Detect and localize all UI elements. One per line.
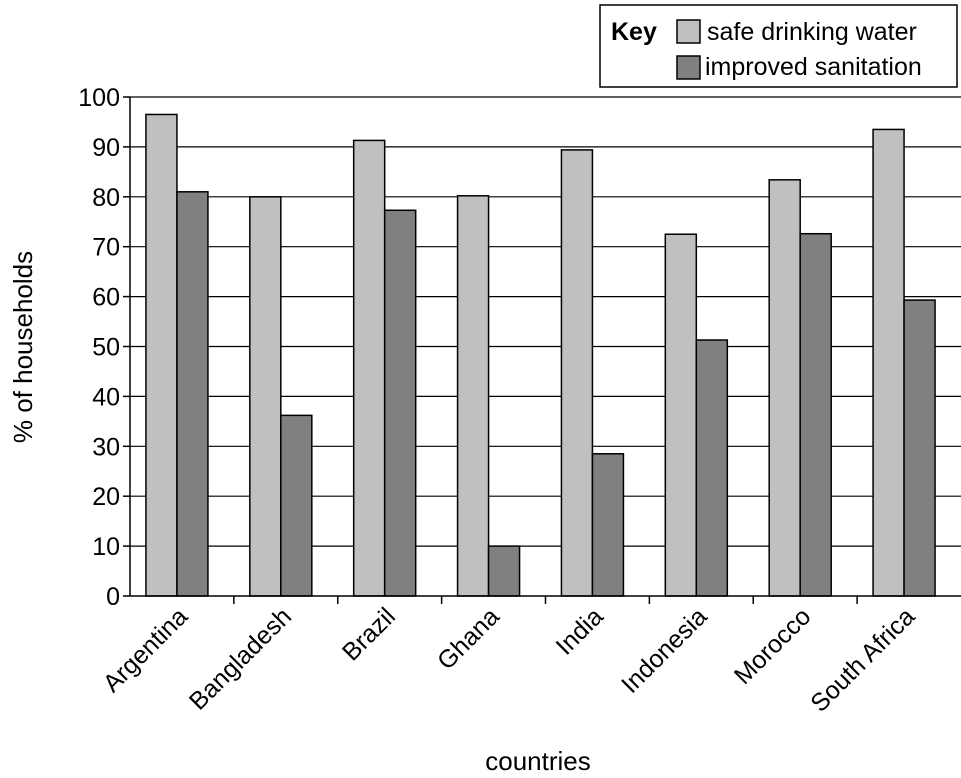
- bar-ghana-safe-drinking-water: [456, 195, 490, 597]
- y-tick-label-0: 0: [106, 583, 120, 611]
- legend: Key safe drinking water improved sanitat…: [599, 4, 958, 88]
- bars: [145, 113, 936, 597]
- legend-label-improved-sanitation: improved sanitation: [705, 53, 922, 81]
- y-tick-label-10: 10: [92, 533, 120, 561]
- legend-box: [599, 4, 958, 88]
- bar-morocco-improved-sanitation: [799, 232, 832, 597]
- y-tick-label-100: 100: [78, 84, 120, 112]
- bar-brazil-safe-drinking-water: [352, 139, 386, 597]
- bar-south-africa-safe-drinking-water: [872, 128, 905, 597]
- y-tick-label-20: 20: [92, 483, 120, 511]
- y-tick-label-40: 40: [92, 383, 120, 411]
- y-tick-label-50: 50: [92, 334, 120, 362]
- bar-morocco-safe-drinking-water: [768, 179, 801, 597]
- y-tick-label-70: 70: [92, 234, 120, 262]
- bar-brazil-improved-sanitation: [383, 209, 417, 597]
- bar-argentina-safe-drinking-water: [145, 113, 178, 597]
- x-tick-label-morocco: Morocco: [729, 602, 817, 690]
- y-tick-label-90: 90: [92, 134, 120, 162]
- y-tick-label-80: 80: [92, 184, 120, 212]
- bar-south-africa-improved-sanitation: [903, 299, 936, 597]
- axes: [123, 96, 961, 604]
- x-tick-label-argentina: Argentina: [98, 602, 194, 698]
- legend-swatch-safe-drinking-water: [676, 19, 701, 44]
- legend-label-safe-drinking-water: safe drinking water: [707, 18, 917, 46]
- bar-bangladesh-improved-sanitation: [280, 414, 313, 597]
- y-axis-title: % of households: [8, 251, 38, 443]
- bar-argentina-improved-sanitation: [176, 191, 209, 597]
- x-tick-label-india: India: [551, 602, 609, 660]
- legend-swatch-improved-sanitation: [676, 55, 701, 80]
- bar-ghana-improved-sanitation: [487, 545, 521, 597]
- x-tick-label-bangladesh: Bangladesh: [184, 602, 297, 715]
- bar-indonesia-improved-sanitation: [695, 339, 729, 597]
- bar-india-safe-drinking-water: [560, 149, 594, 597]
- y-tick-label-60: 60: [92, 284, 120, 312]
- y-tick-label-30: 30: [92, 433, 120, 461]
- x-tick-label-brazil: Brazil: [337, 602, 401, 666]
- bar-india-improved-sanitation: [591, 453, 625, 597]
- x-tick-label-south-africa: South Africa: [805, 602, 920, 717]
- bar-bangladesh-safe-drinking-water: [249, 196, 282, 597]
- bar-indonesia-safe-drinking-water: [664, 233, 698, 597]
- x-tick-label-indonesia: Indonesia: [616, 602, 713, 699]
- x-axis-title: countries: [485, 746, 591, 776]
- x-tick-label-ghana: Ghana: [432, 602, 505, 675]
- legend-title: Key: [611, 18, 657, 46]
